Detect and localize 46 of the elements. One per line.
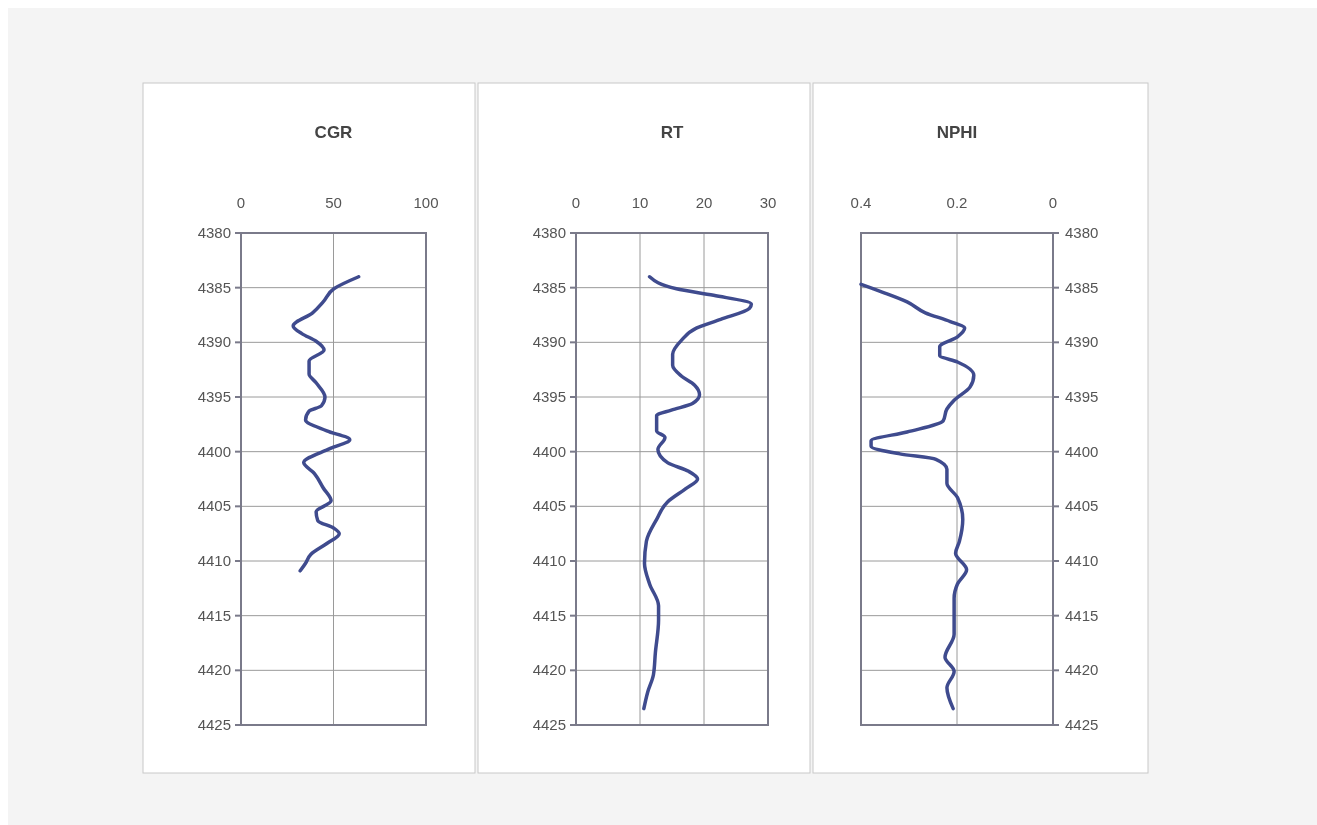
- y2-tick-label: 4400: [1065, 442, 1099, 460]
- chart-title: NPHI: [936, 123, 978, 142]
- y2-tick-label: 4385: [1065, 278, 1099, 296]
- x-tick-label: 30: [759, 194, 777, 211]
- y-tick-label: 4385: [532, 278, 566, 296]
- chart-title: CGR: [314, 123, 353, 142]
- x-tick-label: 10: [631, 194, 649, 211]
- y-tick-label: 4380: [197, 224, 231, 241]
- y2-tick-label: 4380: [1065, 224, 1099, 241]
- y2-tick-label: 4420: [1065, 661, 1099, 679]
- y2-tick-label: 4390: [1065, 333, 1099, 351]
- y-tick-label: 4410: [197, 552, 231, 569]
- y2-tick-label: 4395: [1065, 388, 1099, 405]
- y-tick-label: 4395: [532, 388, 566, 405]
- x-tick-label: 20: [695, 194, 713, 211]
- y-tick-label: 4425: [197, 716, 231, 733]
- y-tick-label: 4395: [197, 388, 231, 405]
- y-tick-label: 4400: [532, 442, 566, 460]
- x-tick-label: 0: [1048, 194, 1058, 211]
- line-series: [642, 274, 754, 711]
- line-series: [291, 274, 361, 573]
- x-tick-label: 0: [236, 194, 246, 211]
- y2-tick-label: 4410: [1065, 552, 1099, 569]
- y-tick-label: 4400: [197, 442, 231, 460]
- y-tick-label: 4405: [197, 497, 231, 515]
- y-tick-label: 4390: [532, 333, 566, 351]
- y-tick-label: 4420: [197, 661, 231, 679]
- y-tick-label: 4380: [532, 224, 566, 241]
- y-tick-label: 4410: [532, 552, 566, 569]
- x-tick-label: 0.2: [946, 194, 968, 211]
- y-tick-label: 4415: [197, 606, 231, 624]
- y-tick-label: 4420: [532, 661, 566, 679]
- y-tick-label: 4390: [197, 333, 231, 351]
- chart-title: RT: [660, 123, 684, 142]
- y2-tick-label: 4415: [1065, 606, 1099, 624]
- x-tick-label: 100: [413, 194, 439, 211]
- y-tick-label: 4385: [197, 278, 231, 296]
- y-tick-label: 4415: [532, 606, 566, 624]
- y-tick-label: 4405: [532, 497, 566, 515]
- x-tick-label: 0: [571, 194, 581, 211]
- x-tick-label: 50: [325, 194, 342, 211]
- y-tick-label: 4425: [532, 716, 566, 733]
- y2-tick-label: 4425: [1065, 716, 1099, 733]
- x-tick-label: 0.4: [850, 194, 872, 211]
- y2-tick-label: 4405: [1065, 497, 1099, 515]
- line-series: [859, 282, 976, 711]
